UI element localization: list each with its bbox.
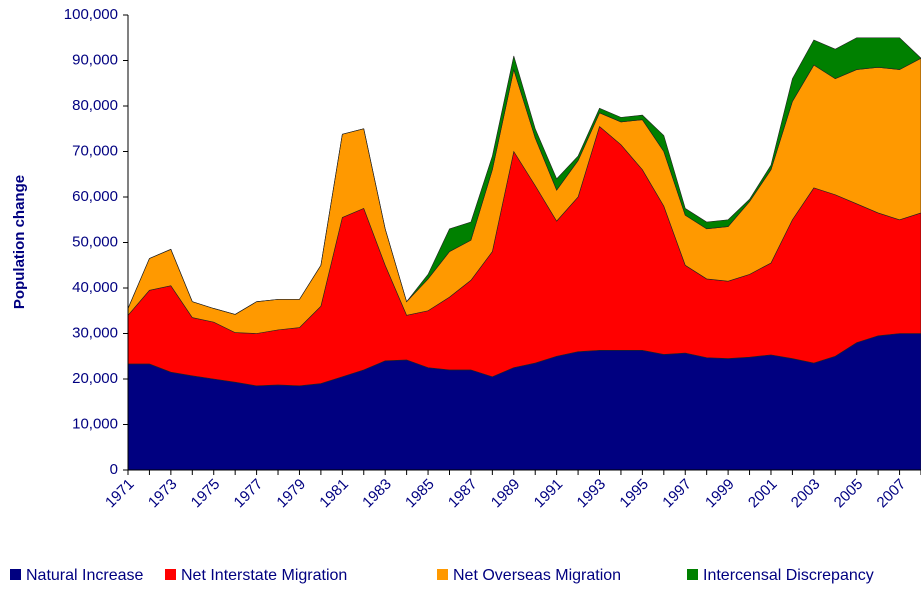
legend-label: Net Interstate Migration: [181, 567, 347, 584]
x-tick-label: 2007: [874, 476, 910, 512]
y-tick-label: 50,000: [72, 233, 118, 250]
y-tick-label: 40,000: [72, 279, 118, 296]
y-tick-label: 10,000: [72, 415, 118, 432]
x-tick-label: 1979: [273, 476, 309, 512]
x-tick-label: 2003: [788, 476, 824, 512]
x-tick-label: 1971: [102, 476, 138, 512]
x-tick-label: 1975: [188, 476, 224, 512]
x-tick-label: 1995: [616, 476, 652, 512]
x-tick-label: 1999: [702, 476, 738, 512]
y-tick-label: 20,000: [72, 370, 118, 387]
y-tick-label: 70,000: [72, 142, 118, 159]
x-tick-label: 1987: [445, 476, 481, 512]
legend-swatch: [165, 569, 176, 580]
x-tick-label: 1991: [531, 476, 567, 512]
x-tick-label: 1993: [574, 476, 610, 512]
y-tick-label: 0: [110, 461, 118, 478]
x-tick-label: 1981: [316, 476, 352, 512]
legend-label: Natural Increase: [26, 567, 143, 584]
y-tick-label: 90,000: [72, 51, 118, 68]
y-tick-label: 100,000: [64, 6, 118, 23]
x-tick-label: 1973: [145, 476, 181, 512]
y-tick-label: 30,000: [72, 324, 118, 341]
x-tick-label: 1983: [359, 476, 395, 512]
legend-swatch: [437, 569, 448, 580]
y-tick-label: 80,000: [72, 97, 118, 114]
y-axis-title: Population change: [11, 175, 28, 309]
y-tick-label: 60,000: [72, 188, 118, 205]
legend-swatch: [10, 569, 21, 580]
x-tick-label: 2001: [745, 476, 781, 512]
legend-swatch: [687, 569, 698, 580]
x-tick-label: 1977: [231, 476, 267, 512]
x-tick-label: 1997: [659, 476, 695, 512]
legend: Natural Increase Net Interstate Migration…: [10, 567, 874, 584]
x-tick-label: 2005: [831, 476, 867, 512]
x-tick-label: 1985: [402, 476, 438, 512]
legend-label: Net Overseas Migration: [453, 567, 621, 584]
x-tick-label: 1989: [488, 476, 524, 512]
legend-label: Intercensal Discrepancy: [703, 567, 874, 584]
area: [127, 37, 921, 315]
